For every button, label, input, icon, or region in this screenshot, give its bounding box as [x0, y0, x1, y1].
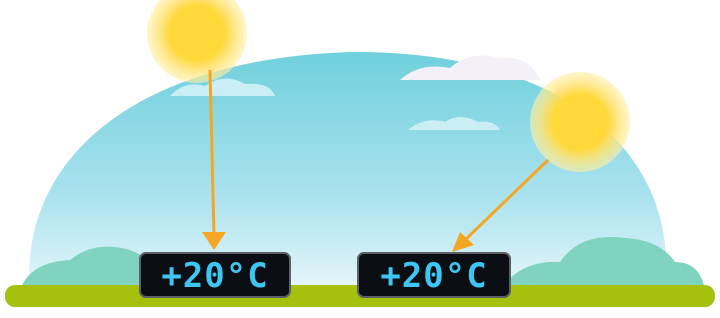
temperature: +20°C	[380, 256, 487, 296]
temperature: +20°C	[161, 256, 268, 296]
scene: +20°C +20°C	[0, 0, 720, 318]
sun	[530, 72, 630, 172]
page: +20°C +20°C (() => { const data = JSON.p…	[0, 0, 720, 318]
